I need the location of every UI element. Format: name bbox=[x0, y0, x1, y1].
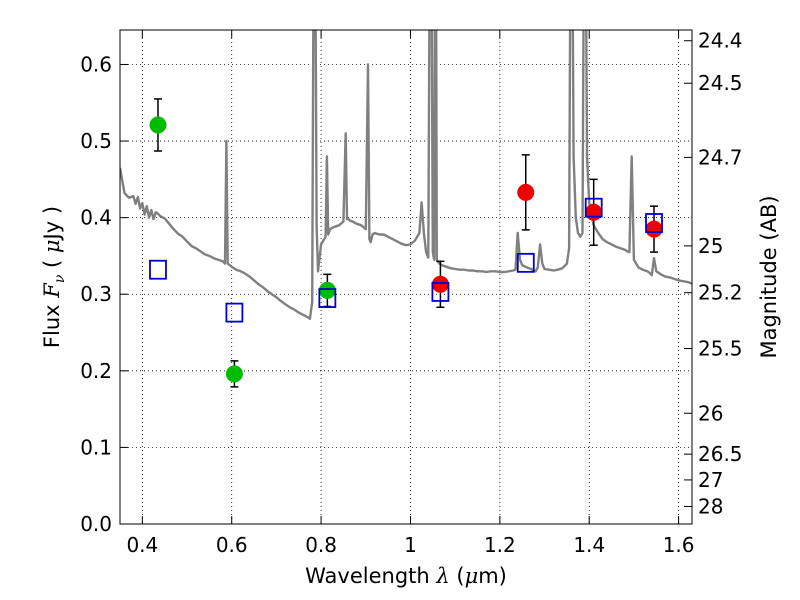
x-tick-label: 1.4 bbox=[573, 533, 605, 557]
y-tick-label: 0.1 bbox=[80, 435, 112, 459]
model-photometry-square bbox=[225, 302, 244, 323]
y-tick-label: 0.2 bbox=[80, 359, 112, 383]
observed-red-point bbox=[645, 220, 663, 238]
model-photometry-square bbox=[431, 282, 450, 302]
tick-marks bbox=[120, 30, 692, 525]
x-tick-label: 1.6 bbox=[663, 533, 695, 557]
right-tick-label: 24.4 bbox=[698, 29, 743, 53]
y-axis-title: Flux Fν ( μJy ) bbox=[40, 206, 68, 348]
right-tick-label: 25 bbox=[698, 234, 723, 258]
y-tick-label: 0.3 bbox=[80, 282, 112, 306]
y-tick-label: 0.0 bbox=[80, 512, 112, 536]
right-tick-label: 28 bbox=[698, 494, 723, 518]
right-tick-label: 25.5 bbox=[698, 337, 743, 361]
x-tick-label: 0.8 bbox=[305, 533, 337, 557]
right-tick-label: 26 bbox=[698, 401, 723, 425]
x-tick-label: 0.6 bbox=[216, 533, 248, 557]
right-tick-label: 24.5 bbox=[698, 71, 743, 95]
marker-layer bbox=[149, 98, 663, 388]
x-tick-label: 1 bbox=[404, 533, 417, 557]
model-photometry-square bbox=[645, 213, 663, 233]
y-tick-label: 0.6 bbox=[80, 52, 112, 76]
right-tick-label: 25.2 bbox=[698, 281, 743, 305]
plot-background bbox=[120, 30, 692, 524]
spectrum-line bbox=[120, 30, 692, 320]
y-tick-label: 0.5 bbox=[80, 129, 112, 153]
x-tick-label: 0.4 bbox=[126, 533, 158, 557]
x-tick-label: 1.2 bbox=[484, 533, 516, 557]
y-tick-label: 0.4 bbox=[80, 206, 112, 230]
observed-red-point bbox=[585, 203, 603, 221]
observed-red-point bbox=[431, 275, 449, 293]
y-axis-right-title: Magnitude (AB) bbox=[757, 195, 781, 358]
tick-labels: 0.4 0.6 0.8 1 1.2 1.4 1.6 0.0 0.1 0.2 0.3 0.4 0.5 0.6… bbox=[80, 29, 742, 557]
observed-green-point bbox=[149, 116, 167, 134]
model-photometry-square bbox=[318, 288, 337, 308]
model-photometry-square bbox=[584, 197, 603, 218]
observed-green-point bbox=[225, 365, 243, 383]
right-tick-label: 27 bbox=[698, 468, 723, 492]
spectrum-layer bbox=[120, 30, 692, 320]
right-tick-label: 26.5 bbox=[698, 442, 743, 466]
model-photometry-square bbox=[149, 259, 167, 280]
right-tick-label: 24.7 bbox=[698, 145, 743, 169]
model-photometry-square bbox=[516, 252, 535, 273]
observed-red-point bbox=[517, 183, 535, 201]
observed-green-point bbox=[318, 281, 336, 299]
plot-frame bbox=[119, 29, 693, 525]
x-axis-title: Wavelength λ (μm) bbox=[305, 564, 507, 588]
